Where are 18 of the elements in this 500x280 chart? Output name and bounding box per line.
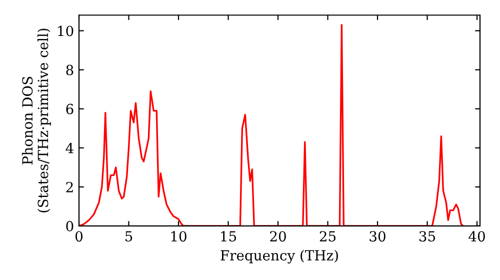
- x-axis-title: Frequency (THz): [220, 250, 338, 264]
- y-tick-label: 4: [66, 142, 74, 154]
- x-tick-label: 5: [126, 231, 132, 242]
- y-tick-label: 0: [66, 220, 74, 232]
- x-tick-label: 35: [419, 231, 436, 242]
- x-tick-label: 0: [75, 231, 82, 242]
- x-tick-label: 25: [320, 231, 336, 242]
- y-tick-label: 2: [66, 182, 73, 192]
- x-tick-label: 40: [468, 231, 485, 242]
- y-tick-label: 10: [58, 26, 74, 36]
- x-tick-label: 15: [221, 231, 236, 242]
- x-tick-label: 10: [171, 231, 186, 242]
- x-tick-label: 30: [370, 231, 386, 242]
- y-tick-label: 8: [66, 64, 74, 76]
- y-axis-title: Phonon DOS (States/THz·primitive cell): [22, 28, 51, 212]
- y-tick-label: 6: [66, 104, 74, 114]
- x-tick-label: 20: [270, 231, 286, 242]
- line-series: [79, 24, 464, 226]
